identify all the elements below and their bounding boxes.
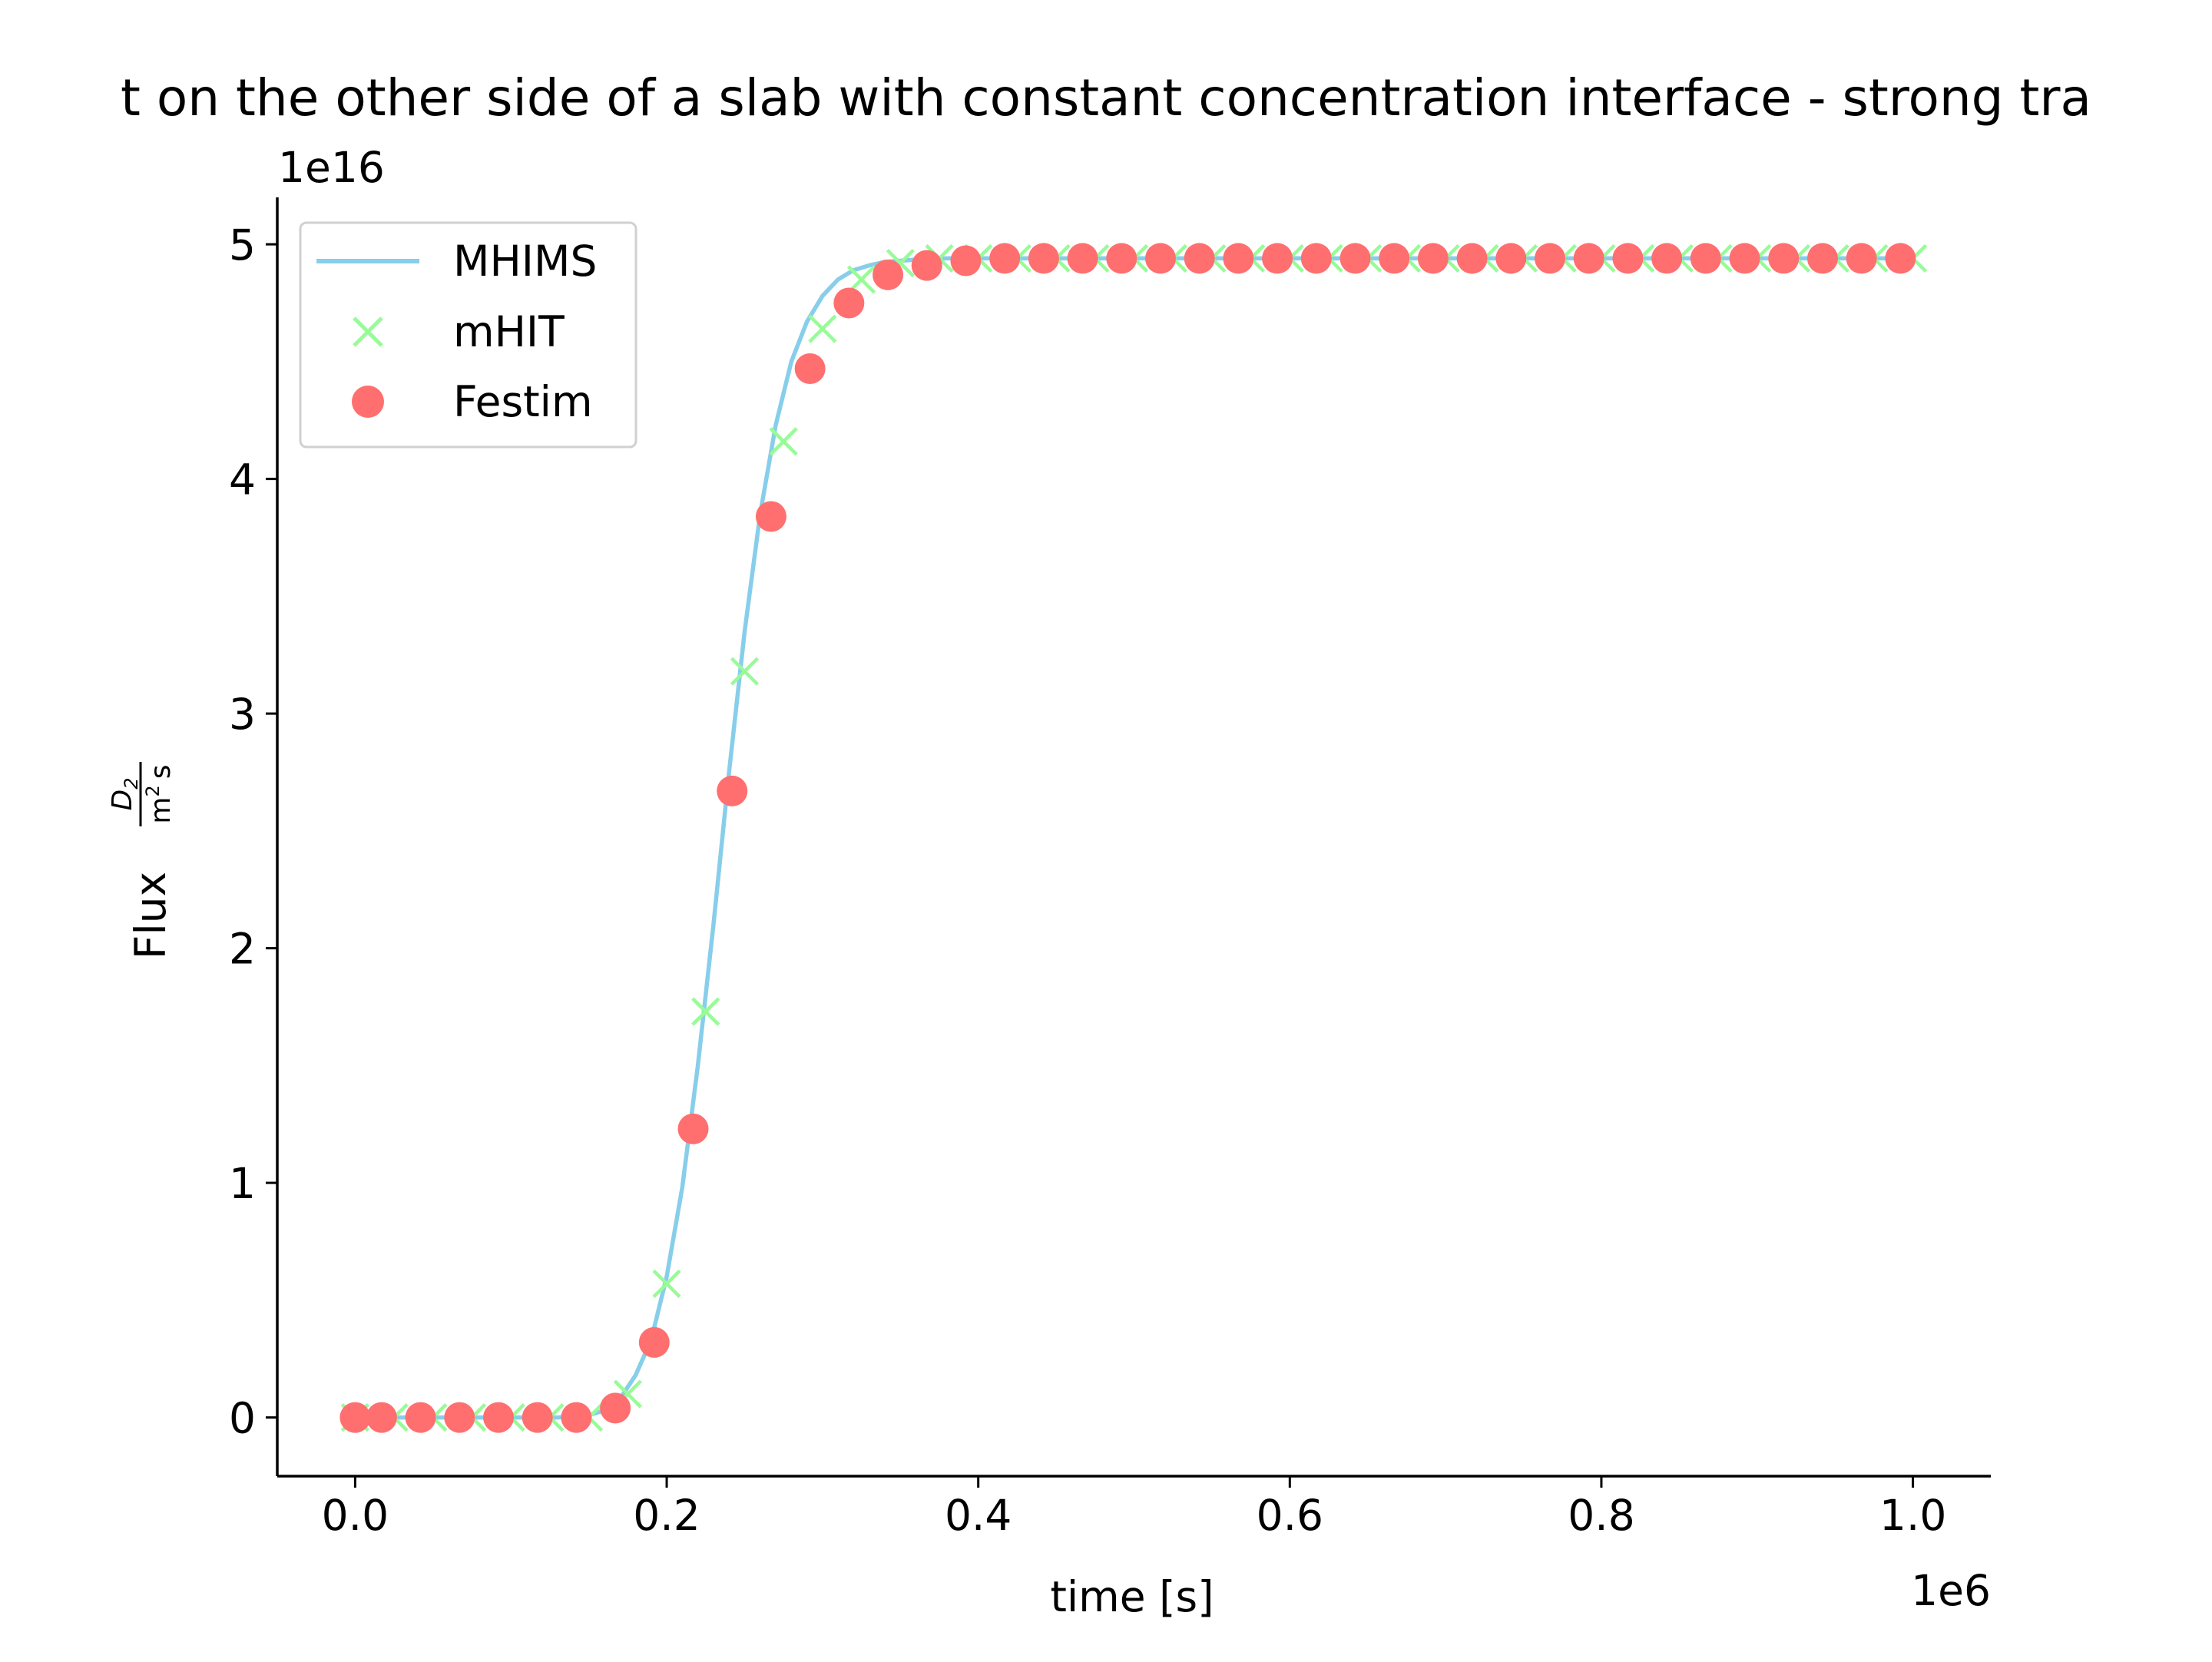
data-point-festim — [366, 1402, 397, 1433]
legend-mhit-label: mHIT — [453, 307, 565, 356]
legend-festim-swatch — [352, 386, 384, 418]
chart-title: t on the other side of a slab with const… — [121, 68, 2091, 127]
data-point-festim — [1144, 243, 1176, 274]
data-point-mhit — [769, 427, 798, 456]
data-point-festim — [1067, 243, 1098, 274]
legend: MHIMS mHIT Festim — [299, 221, 637, 449]
x-tick-label: 0.8 — [1568, 1491, 1634, 1540]
y-tick-label: 4 — [229, 455, 256, 505]
data-point-festim — [755, 501, 786, 532]
y-tick-label: 0 — [229, 1394, 256, 1443]
data-point-festim — [600, 1392, 631, 1424]
y-axis-label-fraction-denominator: m2 s — [142, 764, 177, 823]
y-tick-label: 5 — [229, 220, 256, 270]
data-point-mhit-stroke-b — [652, 1269, 681, 1299]
data-point-mhit — [808, 314, 837, 343]
x-tick-label: 0.6 — [1257, 1491, 1323, 1540]
x-offset-label: 1e6 — [1911, 1566, 1991, 1615]
data-point-mhit — [691, 997, 720, 1026]
data-point-festim — [1573, 243, 1604, 274]
data-point-festim — [677, 1113, 709, 1144]
x-tick-label: 1.0 — [1879, 1491, 1946, 1540]
data-point-festim — [339, 1402, 371, 1433]
data-point-festim — [1456, 243, 1488, 274]
data-point-mhit-stroke-b — [691, 997, 720, 1026]
data-point-festim — [717, 775, 748, 806]
data-point-festim — [1535, 243, 1566, 274]
data-point-festim — [444, 1402, 475, 1433]
data-point-festim — [950, 245, 982, 276]
legend-festim-label: Festim — [453, 377, 593, 426]
y-axis-label: Flux D2 m2s — [107, 762, 177, 959]
data-point-festim — [1846, 243, 1877, 274]
data-point-festim — [1806, 243, 1838, 274]
data-point-festim — [638, 1326, 670, 1358]
y-axis-label-denominator-exp: 2 — [142, 785, 164, 796]
data-point-festim — [1690, 243, 1721, 274]
legend-mhit-swatch — [353, 316, 383, 347]
data-point-festim — [1028, 243, 1059, 274]
y-tick-label: 1 — [229, 1159, 256, 1208]
legend-frame — [299, 221, 637, 449]
data-point-festim — [561, 1402, 592, 1433]
data-point-festim — [522, 1402, 553, 1433]
data-point-festim — [1262, 243, 1293, 274]
y-axis-label-prefix: Flux — [126, 872, 175, 959]
data-point-mhit-stroke-b — [808, 314, 837, 343]
data-point-mhit — [652, 1269, 681, 1299]
data-point-festim — [1651, 243, 1683, 274]
data-point-mhit — [730, 657, 760, 686]
data-point-festim — [1495, 243, 1527, 274]
y-tick-label: 3 — [229, 690, 256, 739]
y-axis-label-numerator-d: D — [107, 790, 138, 811]
data-point-festim — [1885, 243, 1916, 274]
data-point-festim — [873, 259, 904, 290]
data-point-mhit-stroke-b — [769, 427, 798, 456]
data-point-mhit-stroke-b — [730, 657, 760, 686]
data-point-festim — [1768, 243, 1800, 274]
data-point-festim — [483, 1402, 515, 1433]
data-point-festim — [911, 250, 942, 281]
y-axis-label-denominator-s: s — [145, 764, 177, 779]
x-tick-label: 0.0 — [322, 1491, 389, 1540]
data-point-festim — [1339, 243, 1371, 274]
data-point-festim — [794, 353, 826, 385]
y-offset-label: 1e16 — [278, 143, 385, 192]
x-tick-label: 0.4 — [945, 1491, 1012, 1540]
data-point-festim — [833, 287, 865, 319]
data-point-festim — [1379, 243, 1410, 274]
y-axis-label-denominator-m: m — [145, 796, 177, 823]
series-layer — [339, 243, 1928, 1433]
data-point-festim — [1300, 243, 1332, 274]
y-axis-label-numerator-sub: 2 — [121, 777, 142, 789]
data-point-festim — [989, 243, 1021, 274]
data-point-festim — [1729, 243, 1760, 274]
data-point-festim — [1184, 243, 1215, 274]
data-point-festim — [1417, 243, 1449, 274]
x-tick-label: 0.2 — [633, 1491, 700, 1540]
legend-mhims-label: MHIMS — [453, 237, 597, 286]
y-axis-label-fraction-numerator: D2 — [107, 777, 142, 810]
y-tick-label: 2 — [229, 925, 256, 974]
data-point-festim — [1223, 243, 1254, 274]
x-axis-label: time [s] — [1050, 1572, 1214, 1621]
axes-layer: 0.0 0.2 0.4 0.6 0.8 1.0 0 1 2 3 4 5 — [229, 197, 1991, 1540]
data-point-festim — [405, 1402, 436, 1433]
data-point-festim — [1612, 243, 1644, 274]
data-point-festim — [1106, 243, 1137, 274]
